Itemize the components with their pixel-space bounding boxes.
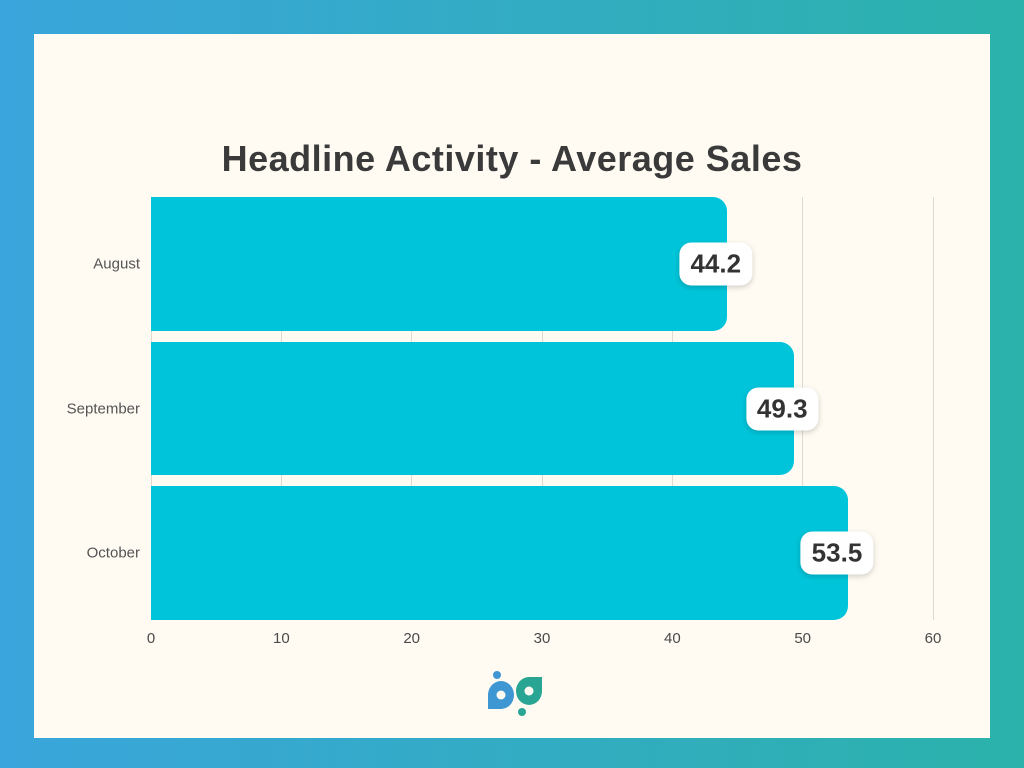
x-tick-40: 40	[663, 630, 681, 647]
logo-b-icon	[488, 681, 514, 709]
x-tick-20: 20	[403, 630, 420, 647]
bar-september	[151, 341, 794, 476]
category-label-october: October	[86, 544, 140, 562]
logo-teal-dot-icon	[518, 708, 526, 716]
bar-october	[151, 486, 849, 620]
category-label-august: August	[93, 255, 140, 273]
logo-b-hole	[496, 690, 506, 700]
chart-card: Headline Activity - Average Sales 44.2 49…	[34, 34, 990, 738]
logo-p-hole	[524, 686, 534, 696]
category-label-september: September	[66, 400, 140, 417]
x-tick-50: 50	[794, 630, 811, 647]
bar-august	[151, 197, 728, 331]
logo-p-icon	[516, 677, 542, 705]
x-tick-30: 30	[533, 630, 551, 647]
plot-area: 44.2 49.3 53.5 August September October 0 10 2…	[67, 197, 941, 647]
gridline-60	[932, 197, 934, 620]
x-tick-0: 0	[146, 630, 156, 647]
value-label-october: 53.5	[800, 531, 874, 575]
x-tick-60: 60	[924, 630, 942, 647]
x-tick-10: 10	[272, 630, 290, 647]
value-label-september: 49.3	[745, 387, 819, 430]
chart-title: Headline Activity - Average Sales	[221, 138, 803, 179]
logo-blue-dot-icon	[493, 671, 501, 679]
bp-logo	[486, 666, 546, 720]
value-label-august: 44.2	[679, 242, 753, 286]
